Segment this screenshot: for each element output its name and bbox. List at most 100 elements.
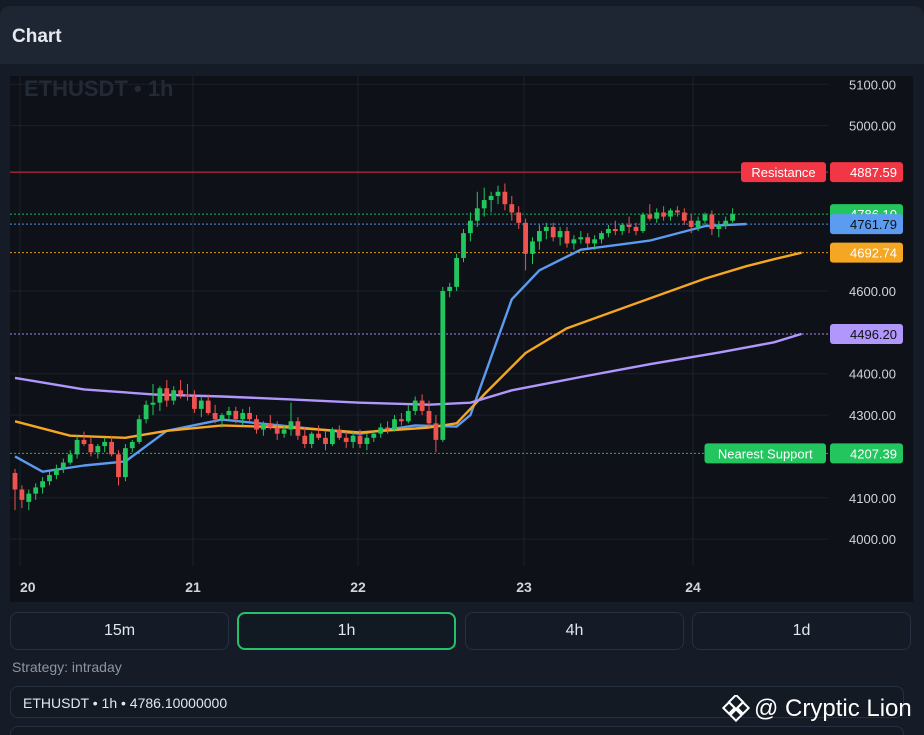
candle-body <box>205 400 211 414</box>
candle-body <box>723 220 729 225</box>
candle-body <box>288 421 294 430</box>
candle-body <box>185 394 190 397</box>
candle-body <box>571 239 577 244</box>
candle-body <box>640 214 646 232</box>
candle-body <box>606 228 611 234</box>
price-chart[interactable]: ETHUSDT • 1h 5100.00 5000.00 4600.00 4400.00… <box>10 76 913 602</box>
candle-body <box>81 439 87 445</box>
price-axis-tick-label: 4100.00 <box>849 491 896 506</box>
candle-body <box>157 388 163 403</box>
timeframe-1h-button[interactable]: 1h <box>237 612 456 650</box>
ticker-info-box: ETHUSDT • 1h • 4786.10000000 <box>10 686 904 718</box>
candle-body <box>626 224 632 227</box>
candle-body <box>585 237 591 244</box>
candle-body <box>129 441 135 449</box>
candle-body <box>295 421 301 436</box>
candle-body <box>695 220 701 227</box>
panel-title: Chart <box>12 26 62 47</box>
watermark: @ Cryptic Lion <box>722 694 912 724</box>
candle-body <box>323 437 328 445</box>
candle-body <box>219 415 225 420</box>
candle-body <box>74 439 80 455</box>
time-axis-background <box>10 566 913 602</box>
candle-body <box>267 423 273 428</box>
candle-body <box>150 402 156 405</box>
time-axis-tick-label: 24 <box>685 579 701 595</box>
candle-body <box>495 191 501 196</box>
candle-body <box>461 233 466 258</box>
strategy-label: Strategy: intraday <box>12 659 122 675</box>
chart-panel-header: Chart <box>0 6 924 64</box>
candle-body <box>619 224 625 232</box>
candle-body <box>40 481 45 488</box>
candle-body <box>343 437 349 442</box>
candle-body <box>164 388 170 401</box>
candle-body <box>502 191 508 205</box>
price-axis-tick-label: 4000.00 <box>849 532 896 547</box>
candle-body <box>254 419 259 430</box>
candle-body <box>371 433 377 438</box>
price-label-value: 4692.74 <box>850 246 897 261</box>
candle-body <box>302 435 308 445</box>
candle-body <box>578 237 584 240</box>
candle-body <box>564 231 570 244</box>
price-label-box <box>830 214 903 235</box>
candle-body <box>226 410 232 416</box>
candle-body <box>330 429 335 445</box>
candle-body <box>702 214 708 221</box>
candle-body <box>109 441 114 455</box>
candle-body <box>468 220 473 234</box>
candle-body <box>47 475 52 482</box>
time-axis-tick-label: 23 <box>516 579 532 595</box>
candle-body <box>709 214 715 229</box>
candle-body <box>26 493 32 502</box>
candle-body <box>357 435 363 445</box>
price-label-box <box>830 162 903 183</box>
candle-body <box>612 228 618 232</box>
time-axis-tick-label: 22 <box>350 579 366 595</box>
candle-body <box>102 441 108 447</box>
timeframe-1d-button[interactable]: 1d <box>692 612 911 650</box>
candle-body <box>33 487 39 494</box>
candle-body <box>136 419 142 442</box>
diamond-logo-icon <box>722 695 750 723</box>
timeframe-4h-button[interactable]: 4h <box>465 612 684 650</box>
candle-body <box>88 444 94 453</box>
price-label-value: 4887.59 <box>850 165 897 180</box>
price-line-name-label: Nearest Support <box>718 446 813 461</box>
candle-body <box>212 413 218 420</box>
candle-body <box>67 454 73 463</box>
candle-body <box>309 433 315 445</box>
candle-body <box>688 220 694 227</box>
candle-body <box>523 222 528 254</box>
candle-body <box>654 212 660 219</box>
timeframe-15m-button[interactable]: 15m <box>10 612 229 650</box>
price-label-value: 4761.79 <box>850 217 897 232</box>
candle-body <box>378 427 384 434</box>
candle-body <box>350 435 356 442</box>
candle-body <box>633 226 639 232</box>
candle-body <box>116 454 121 478</box>
ticker-line: ETHUSDT • 1h • 4786.10000000 <box>23 695 228 711</box>
candle-body <box>274 427 280 434</box>
candle-body <box>316 433 321 438</box>
price-label-value: 4496.20 <box>850 327 897 342</box>
candle-body <box>516 212 522 223</box>
candle-body <box>447 286 453 292</box>
chart-svg[interactable]: ETHUSDT • 1h 5100.00 5000.00 4600.00 4400.00… <box>10 76 913 602</box>
candle-body <box>454 257 459 287</box>
candle-body <box>336 429 342 438</box>
candle-body <box>433 423 439 440</box>
candle-body <box>730 214 735 221</box>
price-line-name-box <box>704 443 826 464</box>
candle-body <box>681 212 687 221</box>
candle-body <box>412 400 418 411</box>
candle-body <box>543 226 549 232</box>
secondary-info-box <box>10 726 904 735</box>
candle-body <box>240 413 246 420</box>
candle-body <box>192 396 197 409</box>
candle-body <box>599 233 604 240</box>
candle-body <box>488 195 494 201</box>
candle-body <box>198 400 204 409</box>
candle-body <box>233 410 239 420</box>
